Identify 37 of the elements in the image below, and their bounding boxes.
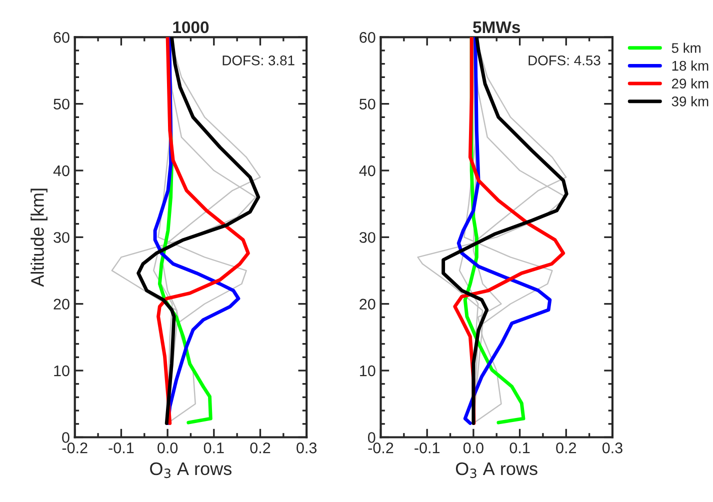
legend-label: 39 km — [672, 96, 708, 106]
x-tick-label: 0.2 — [556, 442, 576, 454]
y-tick-label: 60 — [360, 32, 376, 43]
y-tick-label: 20 — [360, 298, 376, 310]
chart-title: 5MWs — [473, 22, 520, 34]
x-tick-label: -0.1 — [108, 442, 134, 454]
y-tick-label: 10 — [360, 365, 376, 376]
y-tick-label: 0 — [368, 432, 376, 443]
x-axis-title: O$_{3}$ A rows — [150, 462, 232, 478]
x-tick-label: 0.0 — [463, 442, 484, 454]
chart-title: 1000 — [173, 21, 209, 34]
x-tick-label: 0.1 — [510, 442, 530, 454]
x-tick-label: 0.3 — [296, 442, 317, 454]
y-axis-title: Altitude [km] — [30, 188, 48, 287]
y-tick-label: 60 — [54, 32, 70, 43]
y-tick-label: 40 — [53, 165, 70, 176]
x-tick-label: 0.0 — [158, 442, 178, 454]
legend-label: 29 km — [672, 78, 708, 89]
y-tick-label: 0 — [62, 432, 70, 443]
y-tick-label: 20 — [54, 298, 70, 310]
legend-label: 5 km — [672, 42, 700, 53]
y-tick-label: 10 — [54, 365, 70, 376]
y-tick-label: 40 — [359, 165, 376, 176]
x-axis-title: O$_{3}$ A rows — [456, 462, 538, 478]
y-tick-label: 50 — [54, 98, 70, 110]
x-tick-label: -0.2 — [62, 442, 88, 454]
x-tick-label: 0.3 — [602, 442, 622, 454]
annotation: DOFS: 3.81 — [222, 56, 294, 66]
x-tick-label: -0.2 — [368, 442, 394, 454]
x-tick-label: 0.2 — [250, 442, 270, 454]
legend-label: 18 km — [672, 60, 708, 71]
x-tick-label: -0.1 — [414, 442, 440, 454]
y-tick-label: 30 — [54, 232, 70, 243]
x-tick-label: 0.1 — [204, 442, 224, 454]
annotation: DOFS: 4.53 — [528, 56, 600, 66]
y-tick-label: 30 — [359, 232, 376, 243]
y-tick-label: 50 — [360, 98, 376, 110]
